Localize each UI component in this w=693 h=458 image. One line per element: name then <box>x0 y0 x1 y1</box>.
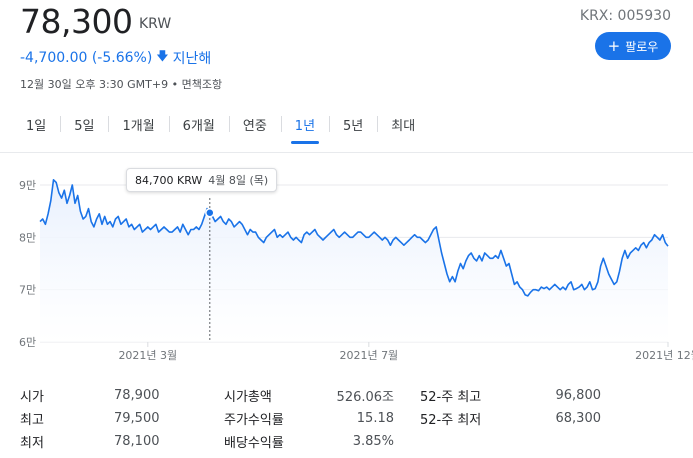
stat-label3: 52-주 최고 <box>420 390 482 405</box>
plus-icon: + <box>607 36 621 55</box>
x-tick-label: 2021년 7월 <box>339 349 398 362</box>
y-tick-label: 9만 <box>19 179 36 192</box>
stat-value2: 3.85% <box>352 434 394 449</box>
tab-0[interactable]: 1일 <box>26 118 47 134</box>
tab-7[interactable]: 최대 <box>377 111 429 138</box>
stat-label1: 최저 <box>20 436 44 451</box>
follow-button[interactable]: + 팔로우 <box>595 32 671 60</box>
x-tick-label: 2021년 12월 <box>635 349 693 362</box>
price-change: -4,700.00 (-5.66%) 🡇 지난해 <box>20 47 211 68</box>
tab-2[interactable]: 1개월 <box>108 111 168 138</box>
stat-label2: 주가수익률 <box>224 413 284 428</box>
timestamp: 12월 30일 오후 3:30 GMT+9 • 면책조항 <box>20 78 223 91</box>
stat-value2: 15.18 <box>356 411 394 426</box>
price-area <box>40 179 668 342</box>
down-arrow-icon: 🡇 <box>156 49 169 63</box>
hover-tooltip: 84,700 KRW 4월 8일 (목) <box>126 168 278 192</box>
tab-4[interactable]: 연중 <box>228 111 281 138</box>
stat-value2: 526.06조 <box>336 390 394 405</box>
change-period: 지난해 <box>172 50 212 67</box>
tabs-divider <box>0 152 693 153</box>
stat-value3: 96,800 <box>555 388 602 403</box>
range-tabs: 1일 5일 1개월 6개월 연중 1년 5년 최대 <box>12 109 429 144</box>
stat-value1: 78,100 <box>114 434 160 449</box>
y-tick-label: 8만 <box>19 231 36 244</box>
y-tick-label: 6만 <box>19 336 36 349</box>
price-line <box>39 179 669 297</box>
tab-6[interactable]: 5년 <box>329 111 377 138</box>
stat-value3: 68,300 <box>555 411 602 426</box>
y-tick-label: 7만 <box>19 284 36 297</box>
stat-row: 최저 78,100 배당수익률 3.85% <box>20 430 675 453</box>
tooltip-price: 84,700 KRW <box>135 173 203 187</box>
tooltip-date: 4월 8일 (목) <box>208 174 269 187</box>
stat-row: 최고 79,500 주가수익률 15.18 52-주 최저 68,300 <box>20 407 675 430</box>
price-chart[interactable]: 9만 8만 7만 6만 2021년 3월 2021년 7월 2021년 12월 <box>0 150 693 372</box>
stat-label1: 최고 <box>20 413 44 428</box>
follow-label: 팔로우 <box>625 39 659 54</box>
stat-label2: 시가총액 <box>224 390 272 405</box>
stat-label3: 52-주 최저 <box>420 413 482 428</box>
stock-price: 78,300 <box>20 2 133 41</box>
change-value: -4,700.00 (-5.66%) <box>20 49 153 66</box>
tab-5[interactable]: 1년 <box>280 111 329 144</box>
ticker-symbol: KRX: 005930 <box>579 8 671 24</box>
stat-label2: 배당수익률 <box>224 436 284 451</box>
tab-3[interactable]: 6개월 <box>168 111 229 138</box>
hover-point <box>205 207 215 218</box>
stat-label1: 시가 <box>20 390 44 405</box>
tab-1[interactable]: 5일 <box>60 111 108 138</box>
stats-table: 시가 78,900 시가총액 526.06조 52-주 최고 96,800 최고 79,500… <box>20 384 675 453</box>
x-tick-label: 2021년 3월 <box>118 349 177 362</box>
stat-value1: 78,900 <box>114 388 160 403</box>
currency-label: KRW <box>139 16 172 32</box>
stat-value1: 79,500 <box>114 411 160 426</box>
stat-row: 시가 78,900 시가총액 526.06조 52-주 최고 96,800 <box>20 384 675 407</box>
